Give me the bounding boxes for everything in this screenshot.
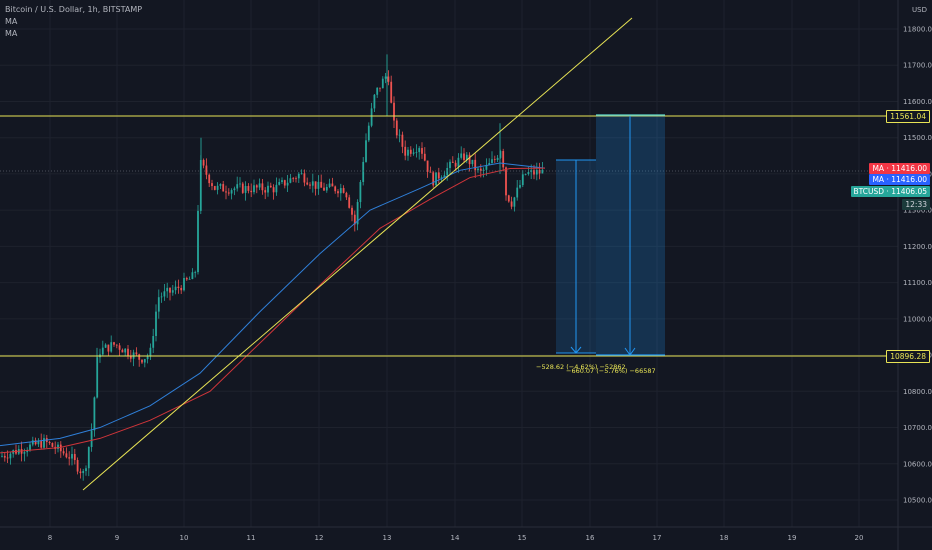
price-tick-label: 11300.00	[903, 207, 932, 215]
price-tick-label: 10600.00	[903, 460, 932, 468]
price-tick-label: 11700.00	[903, 62, 932, 70]
price-tag-ma-slow: MA · 11416.00	[869, 163, 930, 174]
grid	[0, 0, 898, 527]
price-tick-label: 11100.00	[903, 279, 932, 287]
chart-legend: Bitcoin / U.S. Dollar, 1h, BITSTAMP MA M…	[5, 4, 142, 40]
time-tick-label: 9	[115, 534, 119, 542]
price-tag-upper-level: 11561.04	[886, 110, 930, 123]
time-tick-label: 19	[788, 534, 797, 542]
price-axis-panel[interactable]	[898, 0, 932, 550]
time-tick-label: 13	[383, 534, 392, 542]
price-tag-lower-level: 10896.28	[886, 350, 930, 363]
time-tick-label: 17	[653, 534, 662, 542]
time-tick-label: 11	[247, 534, 256, 542]
price-tick-label: 10500.00	[903, 497, 932, 505]
time-axis-ticks[interactable]: 8 9 10 11 12 13 14 15 16 17 18 19 20	[48, 534, 864, 542]
time-tick-label: 15	[518, 534, 527, 542]
measure-label-long: −660.07 (−5.76%) −66587	[566, 367, 656, 375]
time-tick-label: 14	[451, 534, 460, 542]
price-tick-label: 11800.00	[903, 26, 932, 34]
moving-average-slow	[0, 167, 546, 454]
price-tick-label: 11600.00	[903, 98, 932, 106]
time-tick-label: 16	[586, 534, 595, 542]
price-tag-ma-fast: MA · 11416.00	[869, 174, 930, 185]
indicator-ma-1[interactable]: MA	[5, 17, 18, 26]
measure-tool-long[interactable]	[596, 114, 665, 356]
countdown-timer: 12:33	[902, 199, 930, 210]
time-tick-label: 12	[315, 534, 324, 542]
symbol-title[interactable]: Bitcoin / U.S. Dollar, 1h, BITSTAMP	[5, 5, 143, 14]
trend-line[interactable]	[82, 17, 633, 491]
price-tick-label: 10800.00	[903, 388, 932, 396]
currency-label: USD	[912, 6, 927, 14]
price-tag-symbol: BTCUSD · 11406.05	[850, 186, 930, 197]
time-tick-label: 8	[48, 534, 52, 542]
candles	[1, 54, 544, 481]
price-tick-label: 11500.00	[903, 134, 932, 142]
time-tick-label: 20	[855, 534, 864, 542]
price-tick-label: 10700.00	[903, 424, 932, 432]
time-tick-label: 18	[720, 534, 729, 542]
time-tick-label: 10	[180, 534, 189, 542]
price-tick-label: 11200.00	[903, 243, 932, 251]
measure-tool-short[interactable]	[556, 159, 596, 354]
price-tick-label: 11000.00	[903, 315, 932, 323]
moving-average-fast	[0, 162, 546, 447]
indicator-ma-2[interactable]: MA	[5, 29, 18, 38]
measure-label-short: −528.62 (−4.62%) −52862	[536, 363, 626, 371]
